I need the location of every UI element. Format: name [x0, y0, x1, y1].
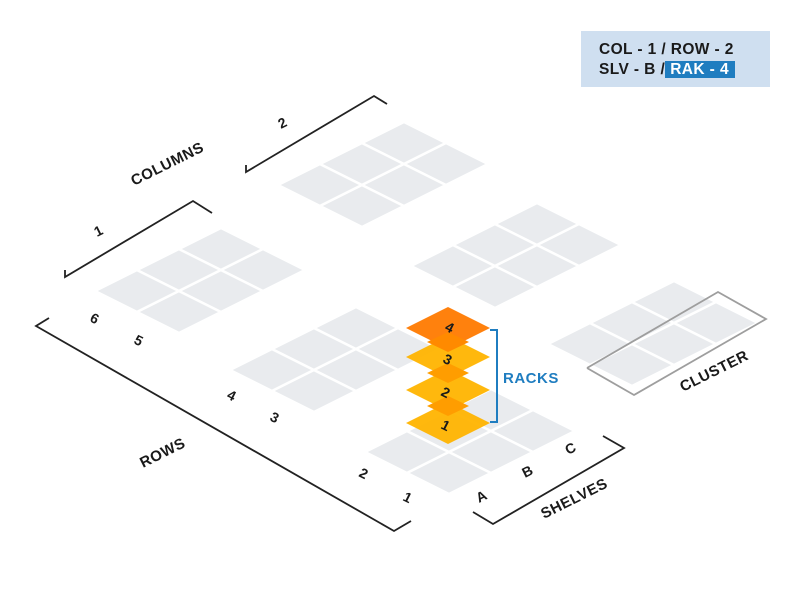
rack-overlap	[427, 396, 469, 416]
cluster-outline-border	[586, 290, 768, 397]
row-number-2: 2	[357, 464, 372, 482]
grid-col1-bottom	[363, 387, 577, 496]
row-number-4: 4	[225, 386, 240, 404]
grid-col1-middle	[228, 305, 442, 414]
shelves-label: SHELVES	[538, 475, 610, 523]
bracket-lines	[34, 94, 626, 533]
shelf-letter-a: A	[473, 487, 490, 506]
rack-tile	[406, 336, 490, 378]
racks-bracket	[490, 329, 498, 423]
storage-tile	[489, 408, 577, 454]
rack-level-3	[406, 336, 490, 378]
grid-col1-top	[93, 226, 307, 335]
columns-bracket-2	[245, 94, 388, 174]
storage-grids	[93, 120, 760, 496]
rack-overlap	[427, 363, 469, 383]
rack-level-1	[406, 402, 490, 444]
rack-stack	[406, 307, 490, 444]
column-number-1: 1	[91, 222, 106, 240]
row-number-1: 1	[401, 488, 416, 506]
rack-tile	[406, 307, 490, 349]
columns-bracket-1	[64, 199, 213, 279]
shelf-letter-b: B	[519, 462, 536, 481]
storage-tile	[219, 247, 307, 293]
storage-tile	[402, 141, 490, 187]
info-line-1: COL - 1 / ROW - 2	[599, 41, 734, 58]
column-number-2: 2	[275, 114, 290, 132]
info-line-2-prefix: SLV - B /	[599, 61, 666, 78]
shelf-letter-c: C	[562, 439, 579, 458]
selection-info-box: COL - 1 / ROW - 2 SLV - B / RAK - 4	[581, 31, 770, 87]
row-number-6: 6	[88, 309, 103, 327]
cluster-outline	[586, 290, 768, 397]
rack-tile	[406, 369, 490, 411]
rows-label: ROWS	[137, 435, 188, 472]
row-number-3: 3	[268, 408, 283, 426]
rack-level-2	[406, 369, 490, 411]
racks-label: RACKS	[503, 370, 559, 387]
shelves-bracket	[472, 435, 626, 526]
info-line-2: SLV - B / RAK - 4	[599, 60, 770, 80]
rack-tile	[406, 402, 490, 444]
rack-overlap	[427, 332, 469, 352]
columns-label: COLUMNS	[128, 139, 207, 190]
rows-bracket	[34, 317, 412, 533]
rack-level-4	[406, 307, 490, 349]
grid-col2-top	[276, 120, 490, 229]
grid-col2-middle	[409, 201, 623, 310]
storage-tile	[535, 222, 623, 268]
storage-tile	[672, 300, 760, 346]
grid-cluster	[546, 279, 760, 388]
row-number-5: 5	[132, 331, 147, 349]
rack-highlight-badge: RAK - 4	[665, 61, 735, 78]
